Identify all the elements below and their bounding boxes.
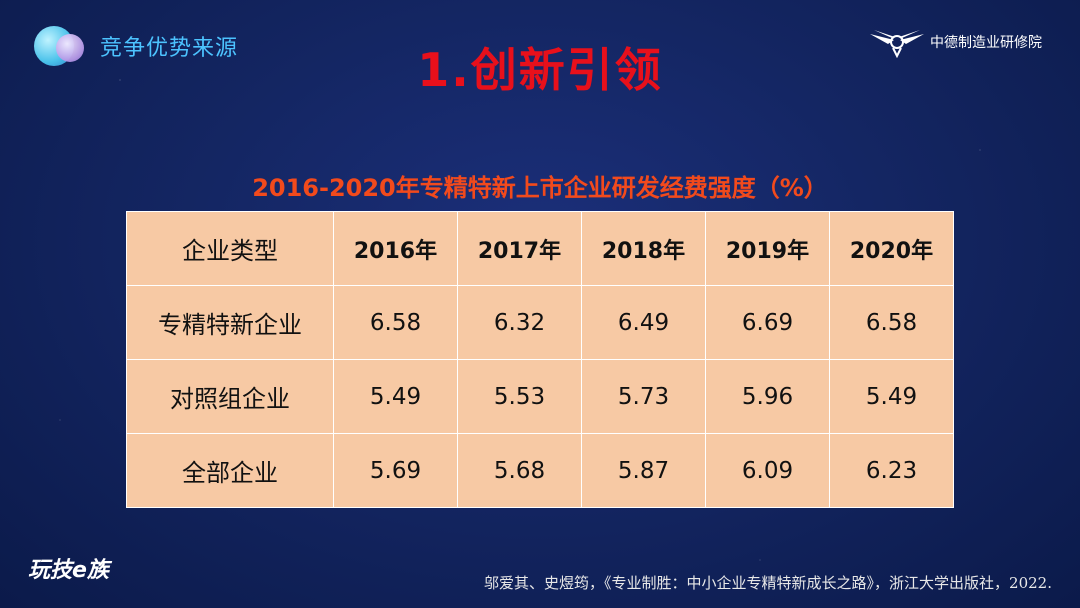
table-row: 专精特新企业 6.58 6.32 6.49 6.69 6.58	[126, 285, 954, 360]
column-header: 2016年	[333, 211, 458, 286]
eagle-logo-icon	[870, 30, 924, 58]
table-cell: 5.53	[457, 359, 582, 434]
table-cell: 6.58	[333, 285, 458, 360]
table-cell: 5.96	[705, 359, 830, 434]
column-header: 2017年	[457, 211, 582, 286]
row-label: 对照组企业	[126, 359, 334, 434]
table-cell: 6.58	[829, 285, 954, 360]
table-row: 对照组企业 5.49 5.53 5.73 5.96 5.49	[126, 359, 954, 434]
table-cell: 5.49	[829, 359, 954, 434]
table-cell: 6.09	[705, 433, 830, 508]
table-header-row: 企业类型 2016年 2017年 2018年 2019年 2020年	[126, 211, 954, 286]
watermark-logo: 玩技e族	[28, 558, 109, 583]
citation-text: 邬爱其、史煜筠，《专业制胜：中小企业专精特新成长之路》，浙江大学出版社，2022…	[484, 574, 1052, 592]
column-header: 企业类型	[126, 211, 334, 286]
column-header: 2019年	[705, 211, 830, 286]
table-title: 2016-2020年专精特新上市企业研发经费强度（%）	[252, 174, 828, 202]
table-cell: 5.69	[333, 433, 458, 508]
table-cell: 5.49	[333, 359, 458, 434]
table-cell: 5.68	[457, 433, 582, 508]
table-row: 全部企业 5.69 5.68 5.87 6.09 6.23	[126, 433, 954, 508]
brand-logo: 中德制造业研修院	[868, 26, 1042, 58]
table-cell: 5.73	[581, 359, 706, 434]
table-cell: 6.32	[457, 285, 582, 360]
row-label: 专精特新企业	[126, 285, 334, 360]
page-title: 1.创新引领	[417, 43, 663, 97]
column-header: 2020年	[829, 211, 954, 286]
table-cell: 6.69	[705, 285, 830, 360]
rd-intensity-table: 企业类型 2016年 2017年 2018年 2019年 2020年 专精特新企…	[126, 211, 954, 508]
logo-text: 中德制造业研修院	[930, 35, 1042, 51]
section-title: 竞争优势来源	[100, 36, 239, 61]
table-cell: 5.87	[581, 433, 706, 508]
row-label: 全部企业	[126, 433, 334, 508]
table-cell: 6.49	[581, 285, 706, 360]
column-header: 2018年	[581, 211, 706, 286]
table-cell: 6.23	[829, 433, 954, 508]
bubble-icon	[34, 26, 88, 66]
